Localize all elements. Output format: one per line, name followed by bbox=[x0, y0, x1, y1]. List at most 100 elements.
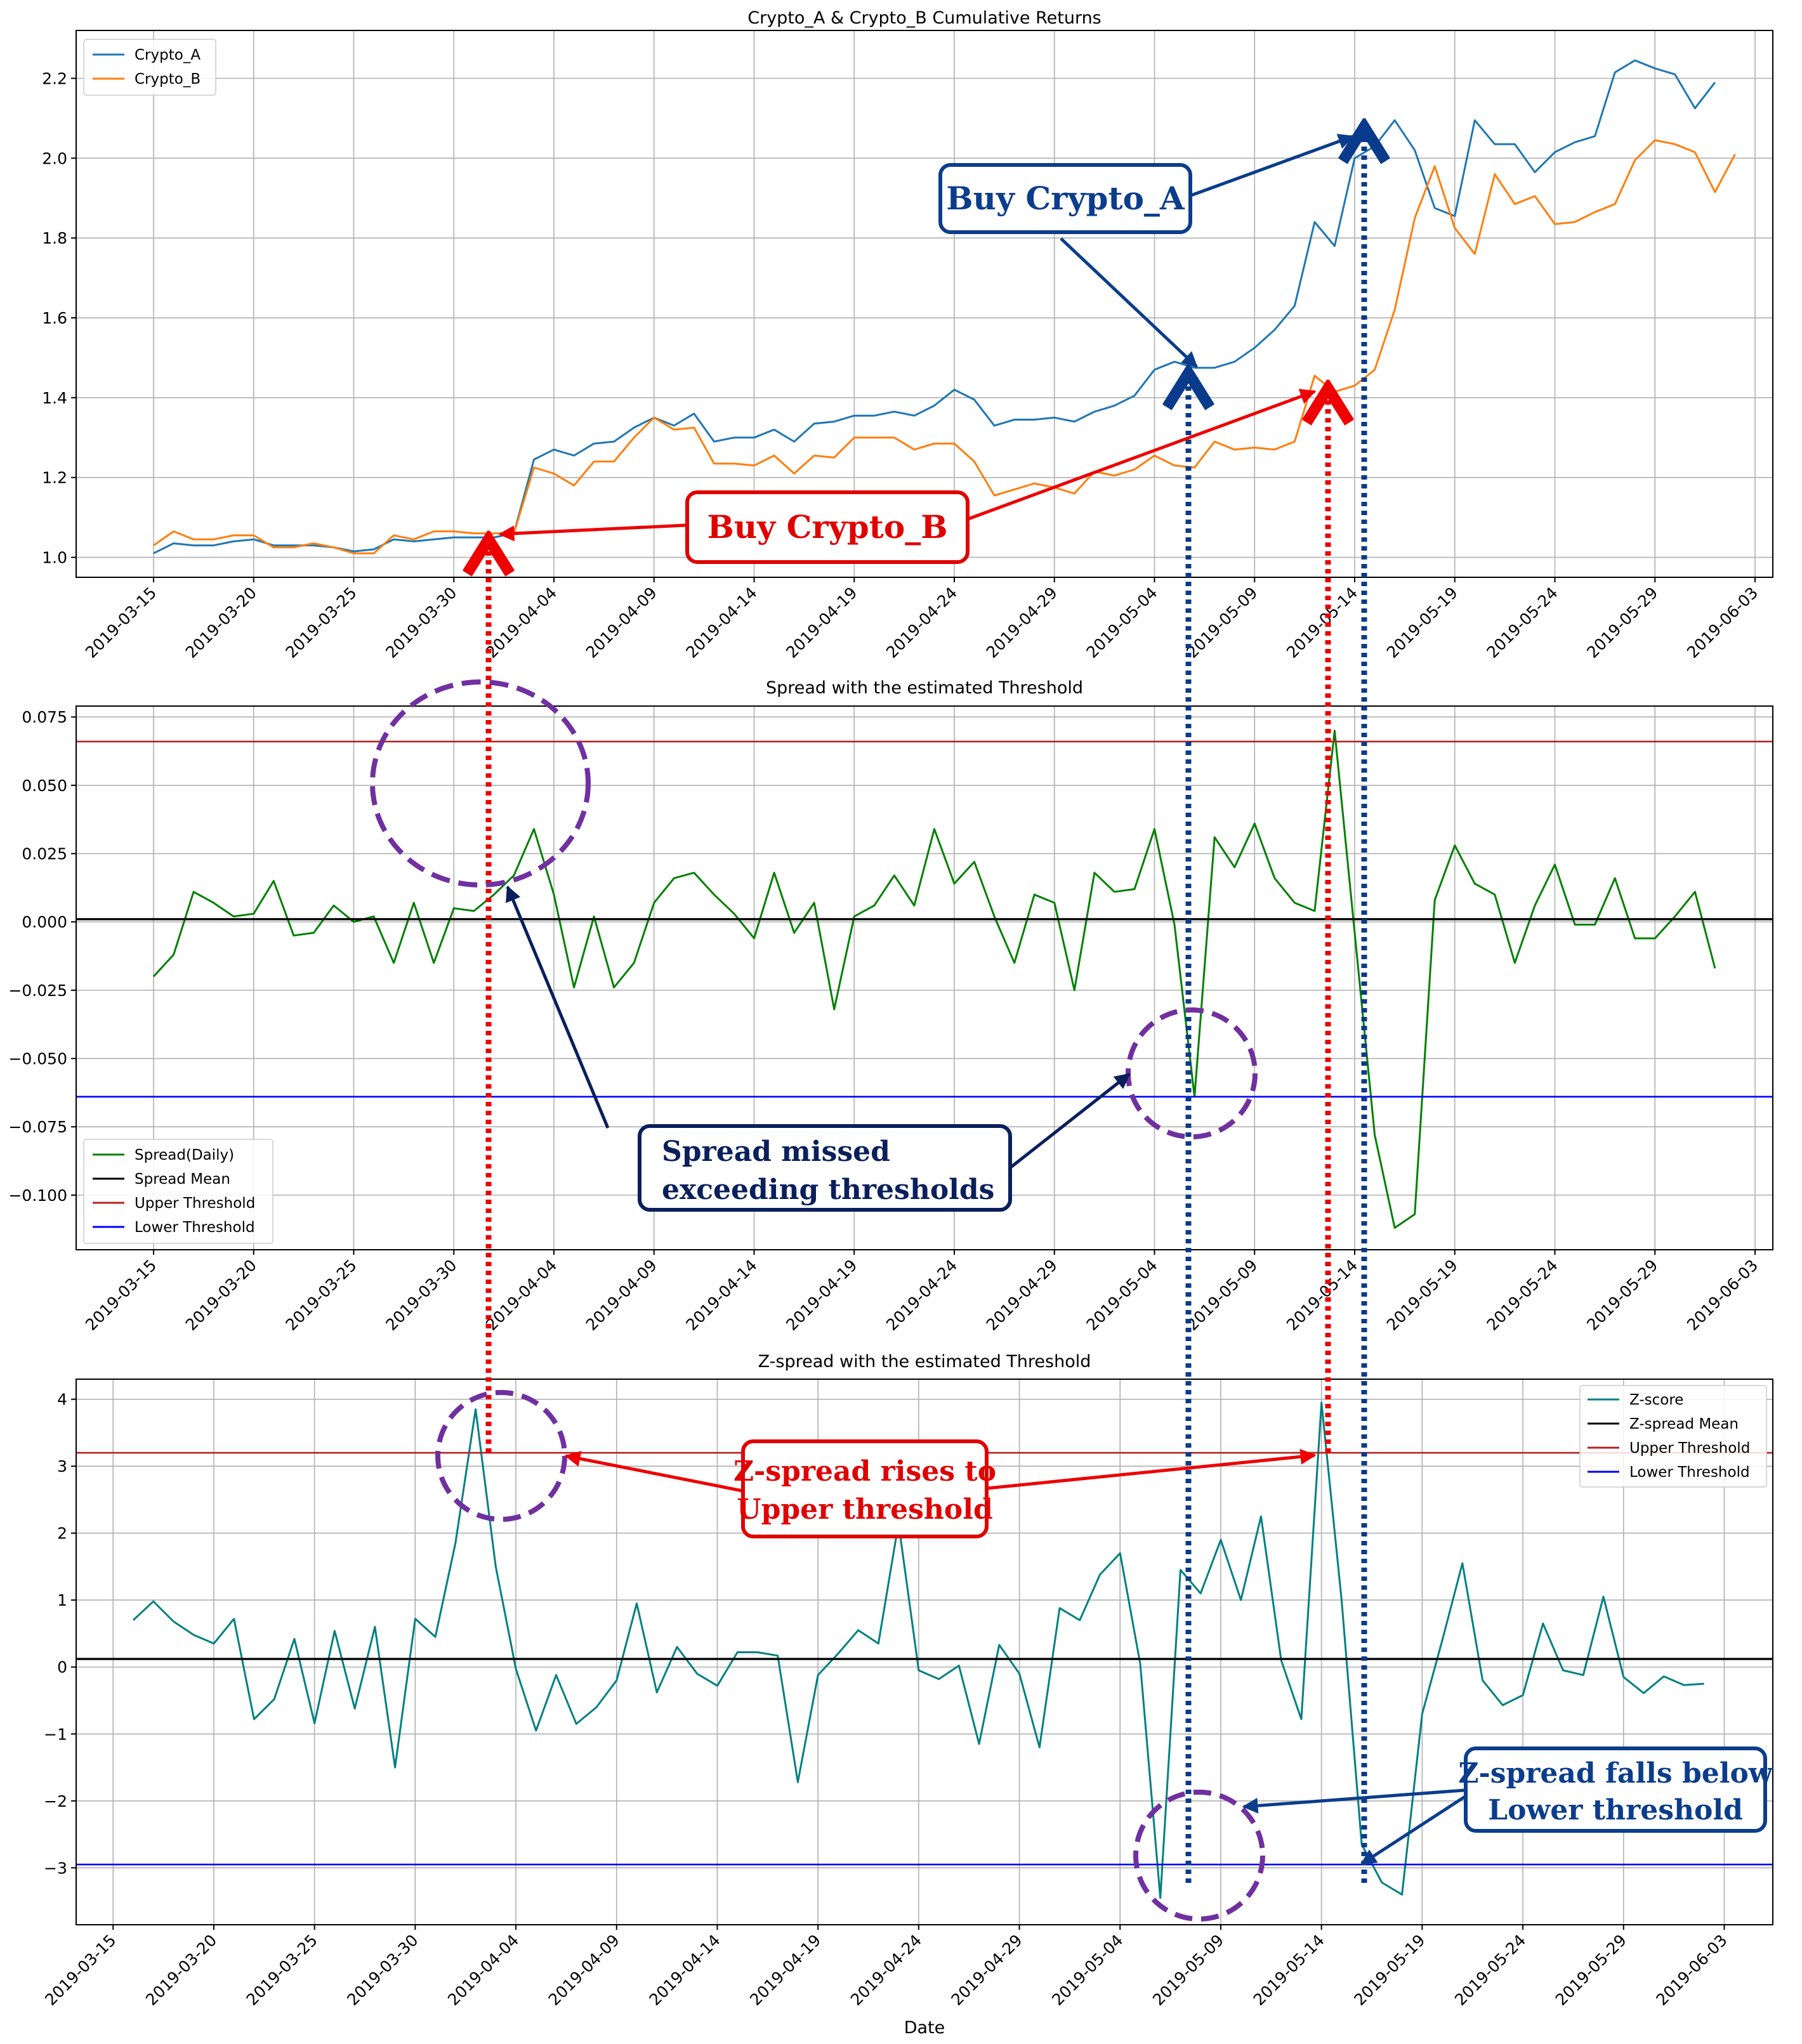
legend-label-spread-daily: Spread(Daily) bbox=[135, 1147, 234, 1163]
x-tick-label: 2019-03-25 bbox=[243, 1931, 321, 2009]
x-axis-label: Date bbox=[904, 2018, 945, 2038]
y-tick-label: 1.4 bbox=[42, 389, 67, 407]
arrow-buy-a-to-top bbox=[1190, 133, 1355, 197]
y-ticks-spread: −0.100 −0.075 −0.050 −0.025 0.000 0.025 0.050 0… bbox=[8, 708, 76, 1205]
x-tick-label: 2019-04-24 bbox=[883, 1256, 961, 1334]
spread-missed-label-line2: exceeding thresholds bbox=[662, 1174, 994, 1206]
spread-missed-label-line1: Spread missed bbox=[662, 1136, 890, 1168]
x-tick-label: 2019-03-20 bbox=[142, 1931, 220, 2009]
z-falls-label-line1: Z-spread falls below bbox=[1458, 1757, 1773, 1790]
x-tick-label: 2019-05-14 bbox=[1283, 1256, 1361, 1334]
y-tick-label: 1.6 bbox=[42, 309, 67, 327]
highlight-circle-z-upper bbox=[435, 1390, 567, 1522]
buy-crypto-b-label: Buy Crypto_B bbox=[707, 508, 948, 546]
x-tick-label: 2019-04-04 bbox=[444, 1931, 522, 2009]
y-tick-label: −0.075 bbox=[8, 1118, 67, 1136]
x-ticks-cumulative: 2019-03-15 2019-03-20 2019-03-25 2019-03-30… bbox=[82, 577, 1761, 662]
x-tick-label: 2019-03-25 bbox=[282, 584, 360, 662]
x-tick-label: 2019-03-20 bbox=[182, 584, 260, 662]
buy-crypto-a-label: Buy Crypto_A bbox=[946, 180, 1185, 217]
legend-label-zscore: Z-score bbox=[1629, 1392, 1683, 1408]
arrow-z-rises-left bbox=[564, 1451, 743, 1493]
annotations: Buy Crypto_A Buy Crypto_B Spread missed … bbox=[370, 127, 1773, 1922]
y-tick-label: 1 bbox=[57, 1591, 67, 1609]
chart-title-zspread: Z-spread with the estimated Threshold bbox=[758, 1352, 1091, 1372]
x-tick-label: 2019-04-09 bbox=[582, 584, 661, 662]
highlight-circle-spread-upper bbox=[370, 679, 591, 888]
legend-label-upper-threshold: Upper Threshold bbox=[135, 1195, 255, 1212]
x-tick-label: 2019-04-19 bbox=[782, 1256, 860, 1334]
x-tick-label: 2019-03-25 bbox=[282, 1256, 360, 1334]
x-tick-label: 2019-04-24 bbox=[847, 1931, 925, 2009]
y-tick-label: 2.0 bbox=[42, 149, 67, 167]
legend-label-crypto-a: Crypto_A bbox=[135, 47, 201, 63]
series-spread bbox=[76, 730, 1773, 1229]
x-tick-label: 2019-05-24 bbox=[1451, 1931, 1529, 2009]
highlight-circle-z-lower bbox=[1133, 1790, 1265, 1922]
legend-label-crypto-b: Crypto_B bbox=[135, 71, 201, 88]
series-spread-daily-line bbox=[152, 730, 1716, 1229]
y-tick-label: 0.025 bbox=[22, 845, 67, 863]
y-tick-label: −2 bbox=[44, 1792, 67, 1811]
x-tick-label: 2019-05-09 bbox=[1183, 1256, 1261, 1334]
z-rises-label-line2: Upper threshold bbox=[737, 1493, 992, 1526]
panel-spread: Spread with the estimated Threshold −0.1… bbox=[8, 678, 1773, 1334]
x-tick-label: 2019-03-15 bbox=[82, 584, 160, 662]
y-tick-label: 0.050 bbox=[22, 776, 67, 795]
arrow-buy-a-to-mid bbox=[1060, 237, 1198, 368]
x-tick-label: 2019-06-03 bbox=[1683, 584, 1761, 662]
legend-zspread: Z-score Z-spread Mean Upper Threshold Lo… bbox=[1579, 1385, 1767, 1488]
x-tick-label: 2019-05-04 bbox=[1048, 1931, 1126, 2009]
x-ticks-zspread: 2019-03-15 2019-03-20 2019-03-25 2019-03-30… bbox=[41, 1925, 1731, 2009]
legend-label-z-upper-threshold: Upper Threshold bbox=[1629, 1440, 1750, 1457]
x-tick-label: 2019-04-14 bbox=[645, 1931, 723, 2009]
legend-cumulative: Crypto_A Crypto_B bbox=[83, 39, 216, 96]
y-tick-label: 2.2 bbox=[42, 70, 67, 88]
x-ticks-spread: 2019-03-15 2019-03-20 2019-03-25 2019-03-30… bbox=[82, 1250, 1761, 1334]
y-tick-label: 0 bbox=[57, 1658, 67, 1677]
series-crypto-a-line bbox=[153, 59, 1716, 554]
y-tick-label: −0.050 bbox=[8, 1050, 67, 1068]
x-tick-label: 2019-03-15 bbox=[82, 1256, 160, 1334]
x-tick-label: 2019-05-19 bbox=[1383, 584, 1461, 662]
x-tick-label: 2019-03-30 bbox=[382, 1256, 460, 1334]
x-tick-label: 2019-04-09 bbox=[582, 1256, 661, 1334]
series-cumulative bbox=[153, 59, 1736, 554]
x-tick-label: 2019-05-19 bbox=[1350, 1931, 1428, 2009]
legend-label-z-lower-threshold: Lower Threshold bbox=[1629, 1464, 1750, 1481]
x-tick-label: 2019-05-09 bbox=[1149, 1931, 1227, 2009]
y-tick-label: 4 bbox=[57, 1391, 67, 1409]
axes-frame-zspread bbox=[76, 1379, 1773, 1925]
chart-title-cumulative: Crypto_A & Crypto_B Cumulative Returns bbox=[747, 8, 1102, 28]
x-tick-label: 2019-05-04 bbox=[1082, 584, 1161, 662]
x-tick-label: 2019-06-03 bbox=[1652, 1931, 1730, 2009]
z-falls-label-line2: Lower threshold bbox=[1488, 1794, 1743, 1826]
y-tick-label: 3 bbox=[57, 1457, 67, 1476]
arrow-spread-missed-upper bbox=[506, 885, 610, 1129]
grid-cumulative bbox=[76, 30, 1773, 577]
x-tick-label: 2019-04-19 bbox=[746, 1931, 824, 2009]
x-tick-label: 2019-04-24 bbox=[883, 584, 961, 662]
x-tick-label: 2019-03-20 bbox=[182, 1256, 260, 1334]
y-tick-label: 1.8 bbox=[42, 229, 67, 247]
x-tick-label: 2019-05-24 bbox=[1483, 1256, 1561, 1334]
x-tick-label: 2019-05-14 bbox=[1250, 1931, 1328, 2009]
legend-label-spread-mean: Spread Mean bbox=[135, 1171, 230, 1188]
y-tick-label: −0.025 bbox=[8, 981, 67, 1000]
buy-crypto-a-box bbox=[938, 163, 1192, 234]
y-tick-label: 1.2 bbox=[42, 469, 67, 487]
axes-frame-cumulative bbox=[76, 30, 1773, 578]
y-tick-label: 1.0 bbox=[42, 549, 67, 567]
x-tick-label: 2019-04-29 bbox=[983, 1256, 1061, 1334]
x-tick-label: 2019-05-14 bbox=[1283, 584, 1361, 662]
x-tick-label: 2019-04-14 bbox=[682, 584, 760, 662]
x-tick-label: 2019-05-19 bbox=[1383, 1256, 1461, 1334]
y-tick-label: 0.000 bbox=[22, 913, 67, 931]
series-crypto-b-line bbox=[153, 139, 1736, 554]
x-tick-label: 2019-04-29 bbox=[948, 1931, 1026, 2009]
x-tick-label: 2019-04-19 bbox=[782, 584, 860, 662]
y-tick-label: −1 bbox=[44, 1725, 67, 1743]
legend-spread: Spread(Daily) Spread Mean Upper Threshol… bbox=[83, 1139, 273, 1244]
x-tick-label: 2019-04-29 bbox=[983, 584, 1061, 662]
